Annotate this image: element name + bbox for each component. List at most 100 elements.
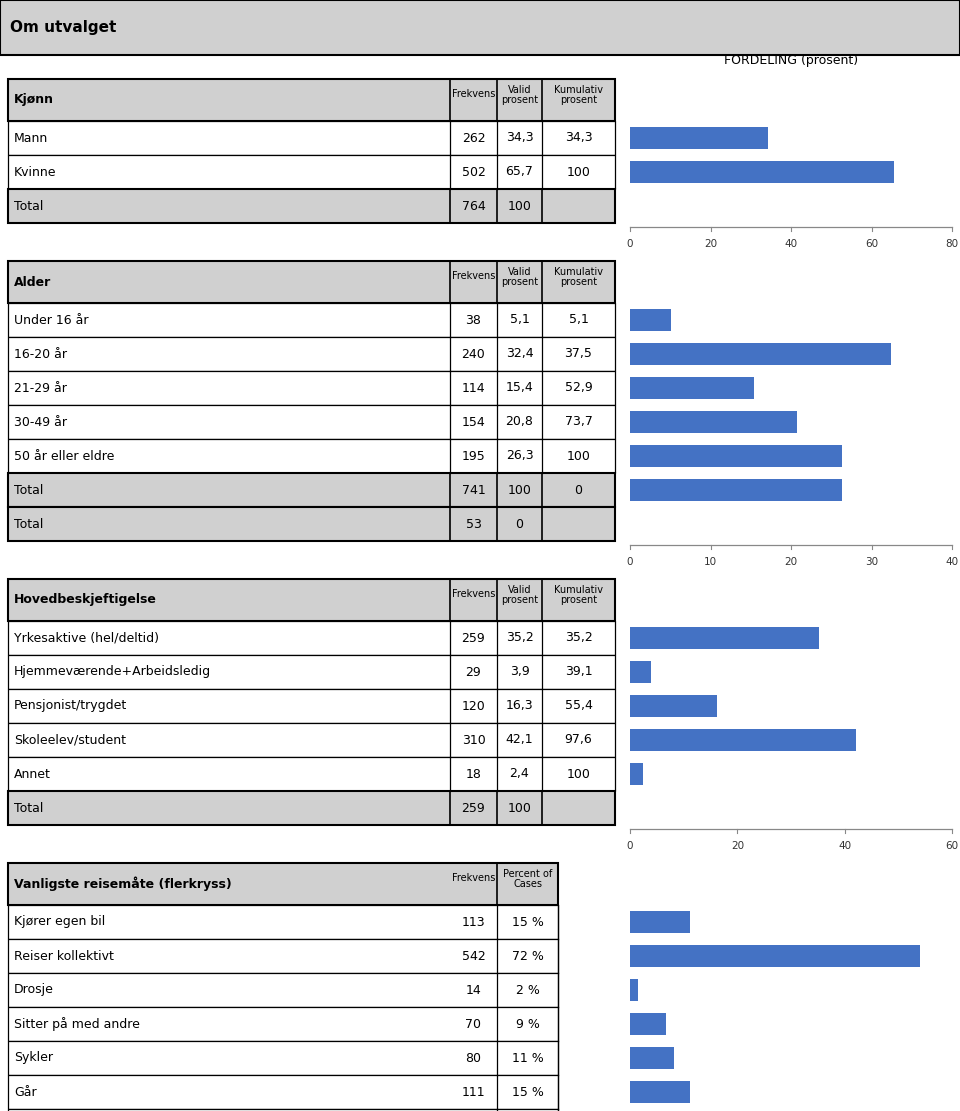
Text: prosent: prosent xyxy=(501,277,538,287)
Text: 53: 53 xyxy=(466,518,481,530)
Text: 15,4: 15,4 xyxy=(506,381,534,394)
Bar xyxy=(630,661,651,682)
Bar xyxy=(630,1048,674,1069)
Bar xyxy=(8,121,615,156)
Bar xyxy=(8,863,558,905)
Text: Hjemmeværende+Arbeidsledig: Hjemmeværende+Arbeidsledig xyxy=(14,665,211,679)
Bar xyxy=(630,161,895,182)
Text: 40: 40 xyxy=(946,557,959,567)
Text: Pensjonist/trygdet: Pensjonist/trygdet xyxy=(14,700,128,712)
Bar xyxy=(8,791,615,825)
Bar xyxy=(630,378,754,399)
Text: 16-20 år: 16-20 år xyxy=(14,348,67,360)
Bar xyxy=(630,310,671,331)
Text: 0: 0 xyxy=(574,483,583,497)
Text: 39,1: 39,1 xyxy=(564,665,592,679)
Bar xyxy=(630,411,798,432)
Text: 113: 113 xyxy=(462,915,486,929)
Text: Skoleelev/student: Skoleelev/student xyxy=(14,733,126,747)
Bar xyxy=(8,79,615,121)
Text: Annet: Annet xyxy=(14,768,51,781)
Text: 5,1: 5,1 xyxy=(568,313,588,327)
Text: 35,2: 35,2 xyxy=(506,631,534,644)
Text: 114: 114 xyxy=(462,381,486,394)
Bar xyxy=(630,343,891,364)
Text: Frekvens: Frekvens xyxy=(452,873,495,883)
Bar xyxy=(8,156,615,189)
Bar xyxy=(630,128,768,149)
Text: 0: 0 xyxy=(516,518,523,530)
Text: 9 %: 9 % xyxy=(516,1018,540,1031)
Text: Valid: Valid xyxy=(508,267,531,277)
Text: prosent: prosent xyxy=(501,595,538,605)
Bar xyxy=(8,337,615,371)
Bar xyxy=(8,406,615,439)
Bar xyxy=(8,371,615,406)
Text: 97,6: 97,6 xyxy=(564,733,592,747)
Bar xyxy=(630,1013,666,1034)
Text: 0: 0 xyxy=(627,557,634,567)
Bar xyxy=(630,945,920,967)
Text: 21-29 år: 21-29 år xyxy=(14,381,67,394)
Text: 100: 100 xyxy=(566,450,590,462)
Text: 100: 100 xyxy=(566,768,590,781)
Text: Valid: Valid xyxy=(508,585,531,595)
Bar xyxy=(630,1081,690,1102)
Text: 262: 262 xyxy=(462,131,486,144)
Bar xyxy=(8,973,558,1007)
Text: prosent: prosent xyxy=(560,277,597,287)
Text: Drosje: Drosje xyxy=(14,983,54,997)
Text: 40: 40 xyxy=(784,239,798,249)
Bar xyxy=(630,310,671,331)
Text: Total: Total xyxy=(14,483,43,497)
Text: 111: 111 xyxy=(462,1085,486,1099)
Text: 259: 259 xyxy=(462,631,486,644)
Text: 35,2: 35,2 xyxy=(564,631,592,644)
Bar xyxy=(8,473,615,507)
Text: 80: 80 xyxy=(466,1051,482,1064)
Text: 16,3: 16,3 xyxy=(506,700,534,712)
Bar xyxy=(8,757,615,791)
Text: Kumulativ: Kumulativ xyxy=(554,267,603,277)
Text: 18: 18 xyxy=(466,768,481,781)
Text: 14: 14 xyxy=(466,983,481,997)
Bar xyxy=(8,1075,558,1109)
Bar xyxy=(630,378,754,399)
Text: Kumulativ: Kumulativ xyxy=(554,585,603,595)
Text: Sykler: Sykler xyxy=(14,1051,53,1064)
Text: prosent: prosent xyxy=(560,96,597,106)
Text: Går: Går xyxy=(14,1085,36,1099)
Text: 120: 120 xyxy=(462,700,486,712)
Text: 20: 20 xyxy=(704,239,717,249)
Bar xyxy=(630,730,856,751)
Text: 60: 60 xyxy=(946,841,959,851)
Text: 0: 0 xyxy=(627,239,634,249)
Text: Percent of: Percent of xyxy=(503,869,552,879)
Text: FORDELING (prosent): FORDELING (prosent) xyxy=(724,54,858,67)
Text: Yrkesaktive (hel/deltid): Yrkesaktive (hel/deltid) xyxy=(14,631,159,644)
Bar xyxy=(630,628,819,649)
Text: 55,4: 55,4 xyxy=(564,700,592,712)
Bar xyxy=(8,905,558,939)
Text: 70: 70 xyxy=(466,1018,482,1031)
Text: 60: 60 xyxy=(865,239,878,249)
Text: 42,1: 42,1 xyxy=(506,733,534,747)
Text: 154: 154 xyxy=(462,416,486,429)
Text: 11 %: 11 % xyxy=(512,1051,543,1064)
Text: Reiser kollektivt: Reiser kollektivt xyxy=(14,950,114,962)
Bar xyxy=(0,0,960,56)
Text: 52,9: 52,9 xyxy=(564,381,592,394)
Text: 40: 40 xyxy=(838,841,852,851)
Bar xyxy=(630,480,842,501)
Text: 240: 240 xyxy=(462,348,486,360)
Bar xyxy=(8,439,615,473)
Text: 100: 100 xyxy=(508,801,532,814)
Bar xyxy=(8,939,558,973)
Text: Frekvens: Frekvens xyxy=(452,89,495,99)
Bar xyxy=(8,689,615,723)
Bar xyxy=(8,723,615,757)
Bar xyxy=(8,1041,558,1075)
Text: Vanligste reisemåte (flerkryss): Vanligste reisemåte (flerkryss) xyxy=(14,877,231,891)
Text: 502: 502 xyxy=(462,166,486,179)
Text: 764: 764 xyxy=(462,200,486,212)
